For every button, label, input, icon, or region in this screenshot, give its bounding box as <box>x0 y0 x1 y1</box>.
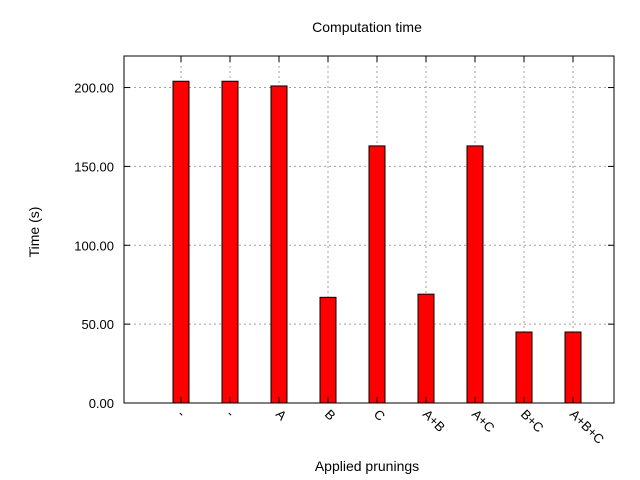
y-axis: 0.00 50.00 100.00 150.00 200.00 <box>74 81 614 411</box>
bar <box>221 80 239 404</box>
bar <box>417 293 435 404</box>
x-tick-label: B+C <box>518 407 547 436</box>
plot-frame <box>123 55 615 404</box>
y-tick-label: 0.00 <box>89 396 114 411</box>
x-axis: - - A B C A+B A+C B+C A+B+C <box>175 56 607 447</box>
x-tick-label: A+B+C <box>567 407 607 447</box>
x-tick-label: - <box>224 407 238 421</box>
bar <box>270 85 288 404</box>
x-tick-label: - <box>175 407 189 421</box>
y-tick-label: 50.00 <box>81 317 114 332</box>
bars <box>172 80 582 404</box>
y-tick-label: 100.00 <box>74 238 114 253</box>
x-tick-label: C <box>371 407 388 424</box>
bar <box>368 145 386 404</box>
x-tick-label: B <box>322 407 339 424</box>
x-tick-label: A <box>273 407 290 424</box>
bar <box>172 80 190 404</box>
chart-title: Computation time <box>312 19 422 35</box>
bar <box>466 145 484 404</box>
bar <box>515 331 533 404</box>
x-tick-label: A+C <box>469 407 498 436</box>
y-tick-label: 200.00 <box>74 81 114 96</box>
x-tick-label: A+B <box>420 407 448 435</box>
y-tick-label: 150.00 <box>74 159 114 174</box>
y-axis-title: Time (s) <box>26 207 42 258</box>
bar <box>319 296 337 404</box>
bar <box>564 331 582 404</box>
x-axis-title: Applied prunings <box>315 458 419 474</box>
